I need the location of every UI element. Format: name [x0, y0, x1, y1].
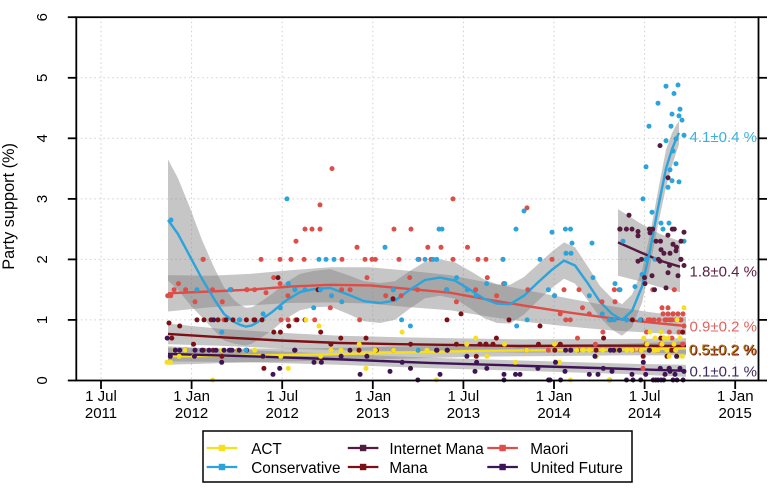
- svg-text:2013: 2013: [447, 405, 480, 422]
- svg-text:6: 6: [34, 13, 51, 21]
- svg-text:5: 5: [34, 74, 51, 82]
- svg-text:Conservative: Conservative: [251, 460, 340, 477]
- svg-text:2: 2: [34, 255, 51, 263]
- svg-text:Mana: Mana: [389, 460, 428, 477]
- svg-text:United Future: United Future: [530, 460, 623, 477]
- svg-text:2012: 2012: [175, 405, 208, 422]
- svg-text:1 Jan: 1 Jan: [536, 388, 573, 405]
- svg-text:2012: 2012: [266, 405, 299, 422]
- svg-text:1 Jan: 1 Jan: [354, 388, 391, 405]
- svg-text:1: 1: [34, 316, 51, 324]
- svg-text:4.1±0.4 %: 4.1±0.4 %: [690, 129, 757, 146]
- svg-text:1.8±0.4 %: 1.8±0.4 %: [690, 264, 757, 281]
- svg-text:1 Jul: 1 Jul: [85, 388, 117, 405]
- svg-text:0.5±0.2 %: 0.5±0.2 %: [690, 342, 757, 359]
- svg-text:1 Jul: 1 Jul: [629, 388, 661, 405]
- svg-text:3: 3: [34, 195, 51, 203]
- svg-text:1 Jul: 1 Jul: [266, 388, 298, 405]
- svg-text:ACT: ACT: [251, 441, 282, 458]
- svg-text:Maori: Maori: [530, 441, 568, 458]
- svg-text:1 Jul: 1 Jul: [448, 388, 480, 405]
- svg-text:Internet Mana: Internet Mana: [389, 441, 484, 458]
- svg-text:2015: 2015: [719, 405, 752, 422]
- svg-text:1 Jan: 1 Jan: [717, 388, 754, 405]
- svg-text:0.9±0.2 %: 0.9±0.2 %: [690, 319, 757, 336]
- svg-text:4: 4: [34, 134, 51, 142]
- svg-text:Party support (%): Party support (%): [0, 143, 18, 270]
- svg-text:0.5±0.2 %: 0.5±0.2 %: [689, 341, 756, 358]
- svg-text:2014: 2014: [537, 405, 570, 422]
- svg-text:1 Jan: 1 Jan: [173, 388, 210, 405]
- svg-text:0: 0: [34, 376, 51, 384]
- svg-text:0.5±0.2 %: 0.5±0.2 %: [690, 342, 757, 359]
- svg-text:2014: 2014: [628, 405, 661, 422]
- svg-text:2011: 2011: [85, 405, 117, 422]
- svg-text:0.1±0.1 %: 0.1±0.1 %: [690, 364, 757, 381]
- svg-text:2013: 2013: [356, 405, 389, 422]
